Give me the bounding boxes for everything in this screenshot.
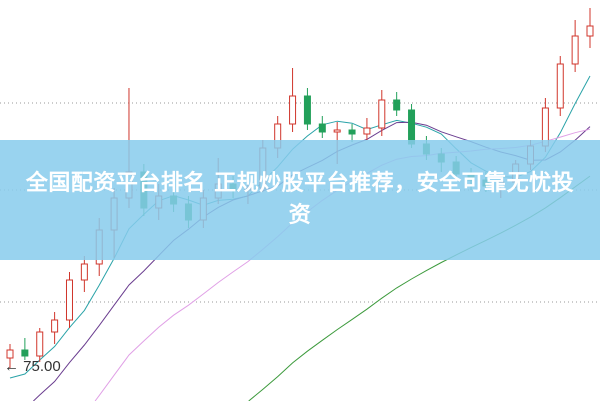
price-marker-value: 75.00 <box>23 358 61 375</box>
candle-body <box>333 129 341 133</box>
candle-body <box>378 99 386 129</box>
candle-body <box>6 349 14 359</box>
candle-body <box>36 331 44 357</box>
candle-body <box>289 95 297 125</box>
banner-title: 全国配资平台排名 正规炒股平台推荐，安全可靠无忧投资 <box>25 171 575 228</box>
candle-body <box>586 25 594 37</box>
candle-body <box>303 95 311 125</box>
banner: 全国配资平台排名 正规炒股平台推荐，安全可靠无忧投资 <box>0 140 600 260</box>
candle-body <box>556 63 564 109</box>
candle-body <box>65 279 73 321</box>
candle-body <box>51 319 59 333</box>
candle-body <box>80 263 88 281</box>
candle-body <box>363 127 371 135</box>
candle-body <box>348 129 356 135</box>
price-marker-label: ← 75.00 <box>4 358 61 375</box>
candle-body <box>318 123 326 133</box>
candle-body <box>408 109 416 145</box>
candle-body <box>21 349 29 357</box>
candle-body <box>393 99 401 111</box>
candle-body <box>571 35 579 65</box>
